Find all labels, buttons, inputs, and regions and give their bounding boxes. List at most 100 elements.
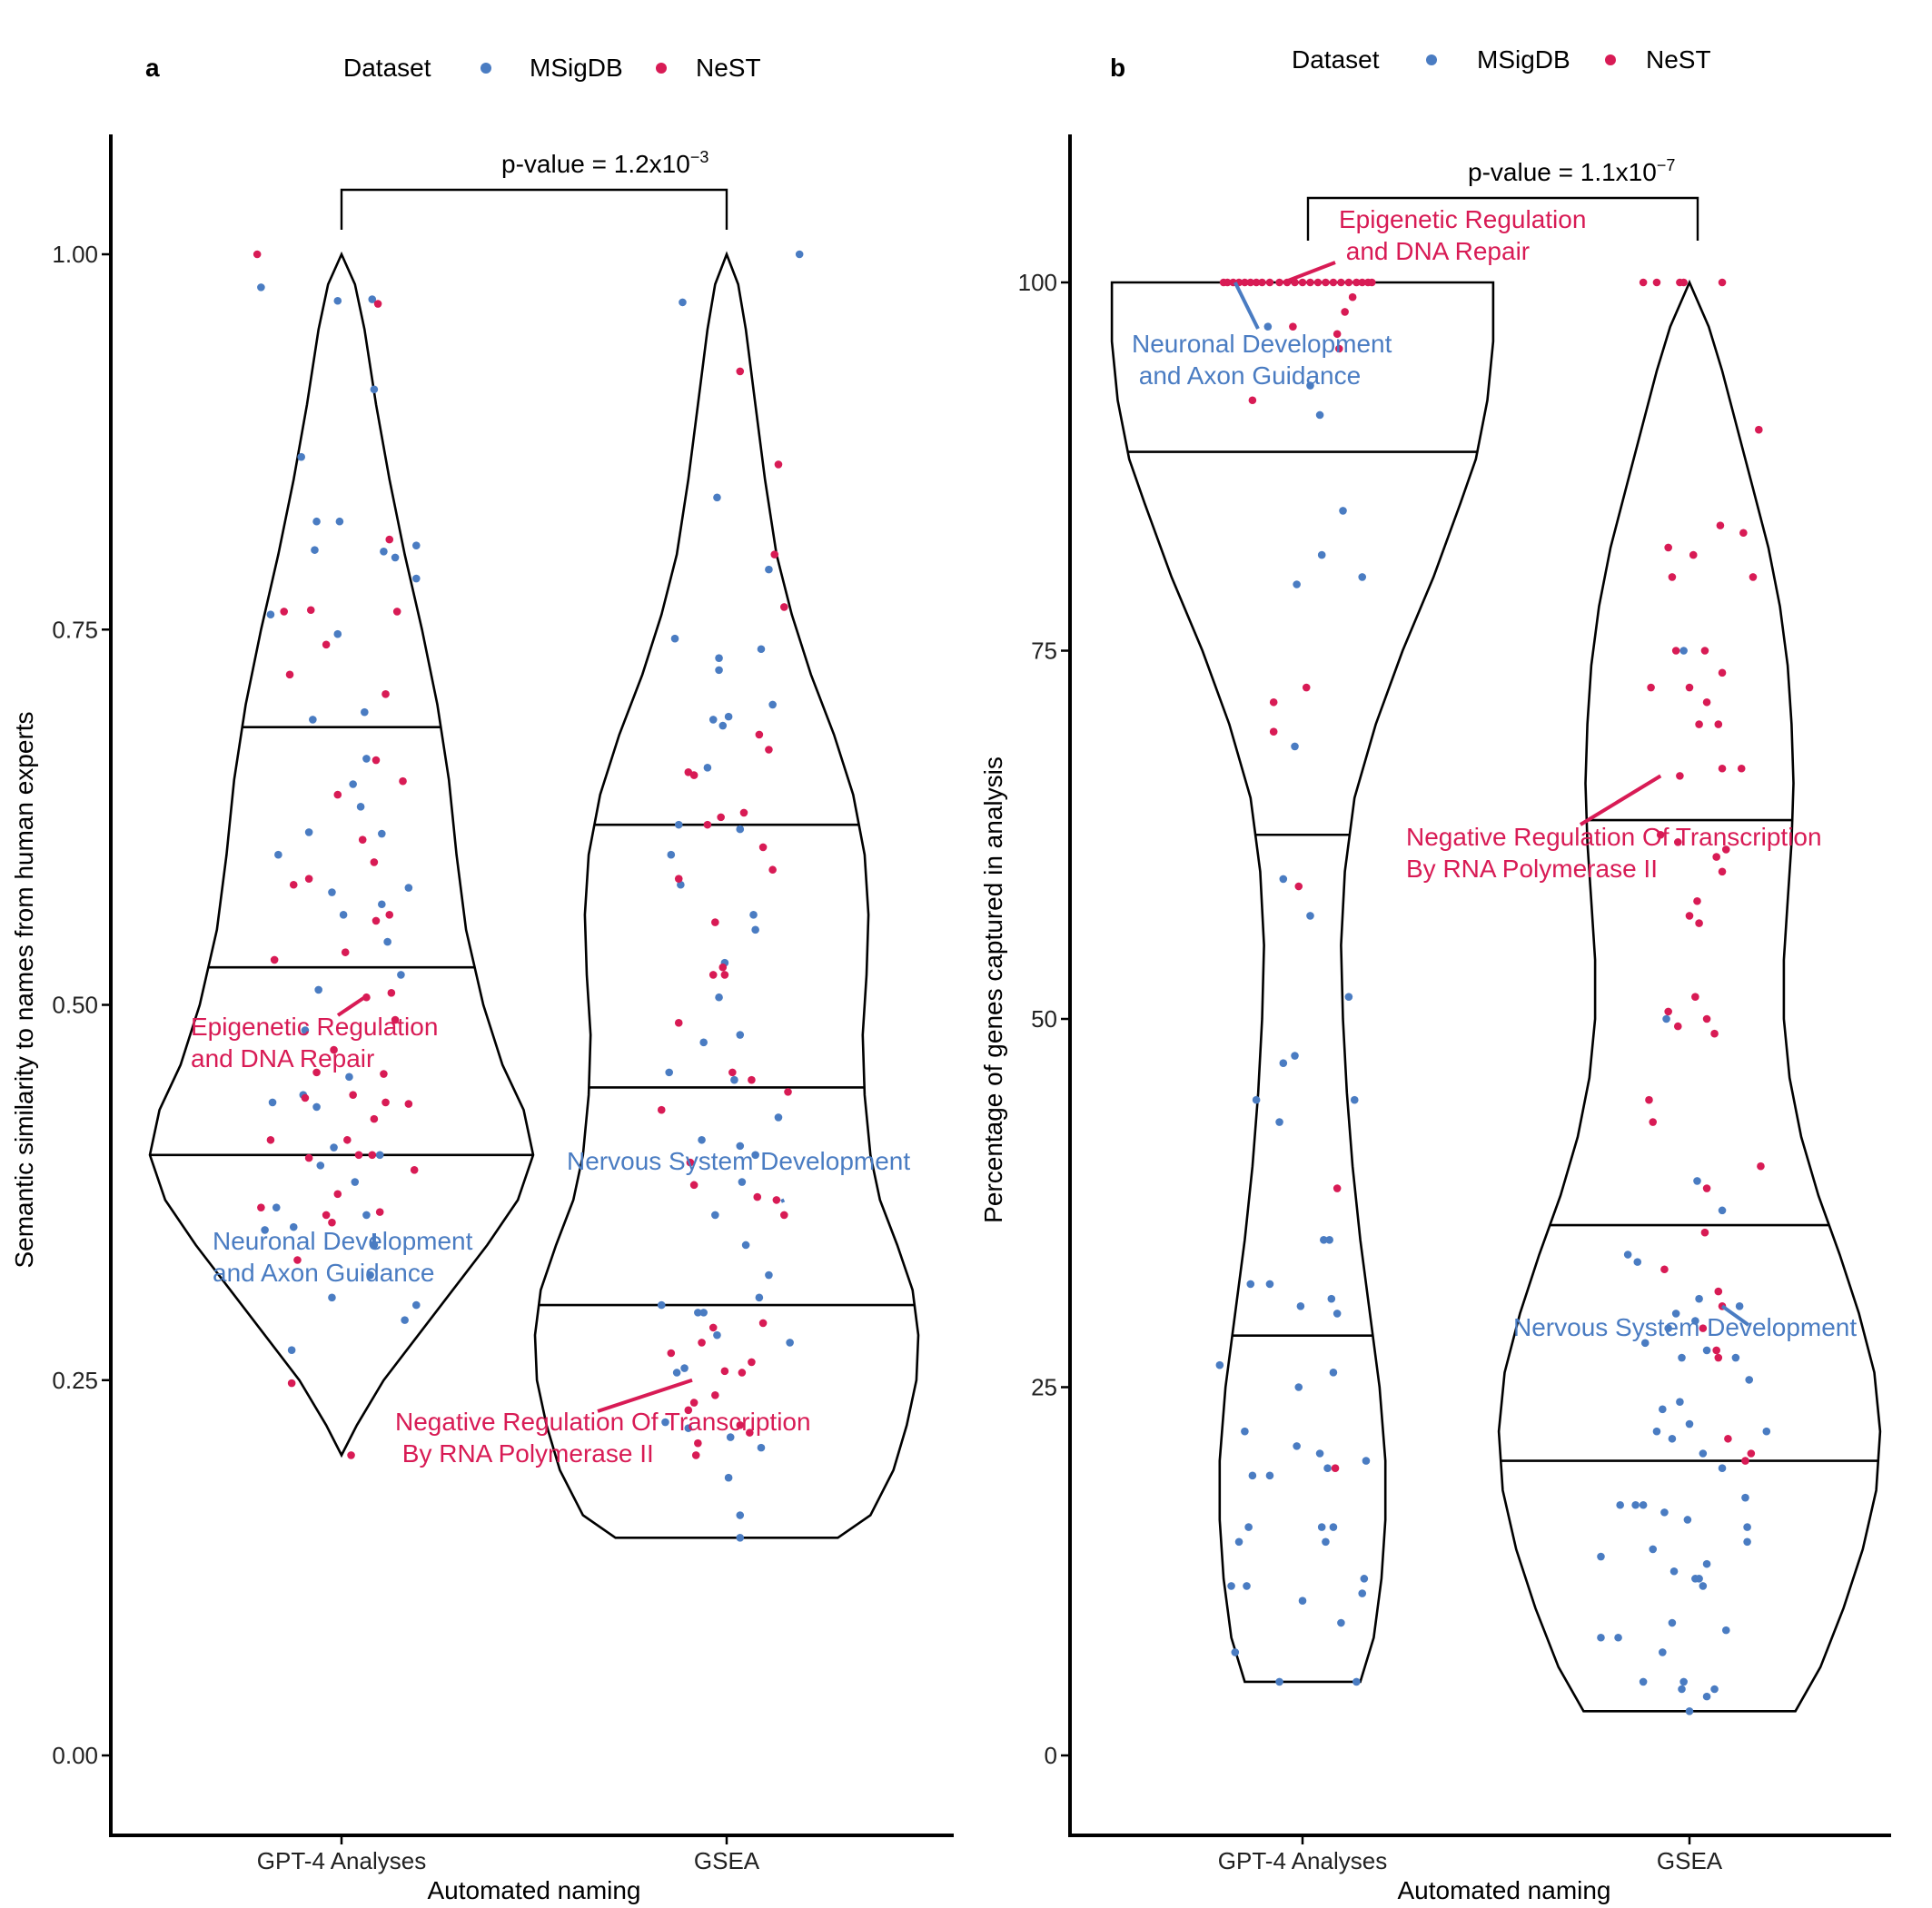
data-point-nest <box>381 1098 390 1107</box>
data-point-nest <box>1714 1353 1723 1362</box>
data-point-msigdb <box>1745 1376 1754 1384</box>
data-point-msigdb <box>1679 647 1688 655</box>
data-point-msigdb <box>1702 1346 1711 1355</box>
data-point-msigdb <box>1721 1626 1730 1635</box>
data-point-nest <box>718 963 728 972</box>
data-point-msigdb <box>730 1075 738 1084</box>
y-tick-label: 0.00 <box>52 1742 98 1769</box>
data-point-msigdb <box>1668 1618 1677 1627</box>
data-point-msigdb <box>297 452 305 461</box>
data-point-msigdb <box>1317 550 1326 559</box>
data-point-nest <box>1329 278 1338 287</box>
data-point-msigdb <box>1246 1280 1255 1289</box>
data-point-msigdb <box>391 553 400 562</box>
data-point-nest <box>1710 1029 1719 1038</box>
data-point-msigdb <box>380 547 388 556</box>
data-point-msigdb <box>1678 1353 1686 1362</box>
data-point-msigdb <box>1652 1427 1661 1436</box>
data-point-msigdb <box>1275 1677 1283 1686</box>
data-point-nest <box>304 1153 313 1162</box>
data-point-msigdb <box>699 1038 708 1047</box>
data-point-msigdb <box>694 1309 702 1317</box>
data-point-msigdb <box>672 1369 681 1377</box>
data-point-msigdb <box>1671 1310 1680 1318</box>
annotation-leader-line <box>1720 1304 1750 1327</box>
annotation-label: Nervous System Development <box>1513 1313 1857 1341</box>
data-point-nest <box>410 1166 419 1174</box>
data-point-msigdb <box>1718 1206 1727 1215</box>
data-point-nest <box>667 1349 676 1358</box>
data-point-msigdb <box>1322 1537 1330 1547</box>
data-point-msigdb <box>703 764 712 772</box>
data-point-nest <box>686 1158 695 1167</box>
panel-b-y-axis-title: Percentage of genes captured in analysis <box>979 756 1007 1223</box>
data-point-msigdb <box>751 1151 759 1160</box>
data-point-nest <box>1322 278 1330 287</box>
data-point-nest <box>1714 720 1723 728</box>
data-point-msigdb <box>328 1293 336 1302</box>
data-point-msigdb <box>711 1211 719 1220</box>
data-point-msigdb <box>1293 580 1301 588</box>
data-point-nest <box>328 1218 336 1227</box>
data-point-nest <box>720 971 729 979</box>
data-point-msigdb <box>351 1178 360 1186</box>
data-point-msigdb <box>1294 1383 1303 1391</box>
data-point-msigdb <box>1265 1471 1274 1480</box>
annotation-label-line: and DNA Repair <box>1339 237 1530 265</box>
data-point-msigdb <box>1350 1095 1359 1104</box>
annotation-leader-line <box>1234 282 1260 330</box>
data-point-nest <box>312 1068 321 1077</box>
data-point-nest <box>1294 882 1303 891</box>
data-point-msigdb <box>1702 1692 1711 1701</box>
data-point-nest <box>1716 521 1725 529</box>
annotation-label-line: By RNA Polymerase II <box>395 1439 654 1468</box>
data-point-nest <box>774 460 783 469</box>
data-point-nest <box>1649 1118 1658 1126</box>
data-point-nest <box>285 670 294 679</box>
data-point-msigdb <box>1306 912 1314 920</box>
y-tick-label: 1.00 <box>52 241 98 268</box>
data-point-msigdb <box>1352 1677 1361 1686</box>
data-point-msigdb <box>1669 1567 1679 1576</box>
data-point-nest <box>1645 1095 1653 1104</box>
data-point-msigdb <box>266 610 275 619</box>
panel-a-y-axis-title: Semantic similarity to names from human … <box>10 711 38 1268</box>
data-point-nest <box>1647 683 1655 692</box>
data-point-nest <box>391 1015 400 1024</box>
data-point-nest <box>689 771 698 779</box>
data-point-msigdb <box>1362 1457 1371 1465</box>
data-point-msigdb <box>1320 1236 1328 1244</box>
data-point-nest <box>1689 550 1698 559</box>
data-point-msigdb <box>1293 1442 1301 1450</box>
data-point-msigdb <box>1279 875 1288 884</box>
data-point-msigdb <box>1735 1301 1744 1310</box>
data-point-msigdb <box>1306 381 1314 390</box>
data-point-nest <box>343 1135 352 1144</box>
data-point-nest <box>1341 308 1349 316</box>
annotation-label-line: Nervous System Development <box>1513 1313 1857 1341</box>
data-point-msigdb <box>736 1031 745 1039</box>
data-point-nest <box>1265 278 1274 287</box>
data-point-msigdb <box>1597 1633 1605 1642</box>
data-point-nest <box>684 1406 693 1415</box>
data-point-nest <box>717 813 725 822</box>
data-point-nest <box>368 1151 377 1160</box>
data-point-msigdb <box>713 1330 721 1340</box>
annotation-leader-line <box>1283 261 1336 284</box>
annotation-label: Epigenetic Regulation and DNA Repair <box>1339 205 1586 265</box>
data-point-msigdb <box>366 1270 374 1280</box>
data-point-nest <box>1313 278 1323 287</box>
data-point-nest <box>1258 278 1266 287</box>
data-point-nest <box>1664 1007 1672 1016</box>
legend-label-nest: NeST <box>696 54 761 82</box>
data-point-msigdb <box>362 755 371 763</box>
annotation-label-line: and DNA Repair <box>191 1044 374 1073</box>
y-tick-label: 100 <box>1018 269 1057 296</box>
data-point-msigdb <box>1664 1324 1672 1332</box>
data-point-nest <box>1652 278 1661 287</box>
data-point-msigdb <box>1679 1677 1688 1686</box>
panel-a: a Dataset MSigDB NeST Semantic similarit… <box>10 54 954 1904</box>
data-point-msigdb <box>345 1073 353 1082</box>
data-point-nest <box>711 918 719 926</box>
data-point-nest <box>1660 1265 1669 1274</box>
